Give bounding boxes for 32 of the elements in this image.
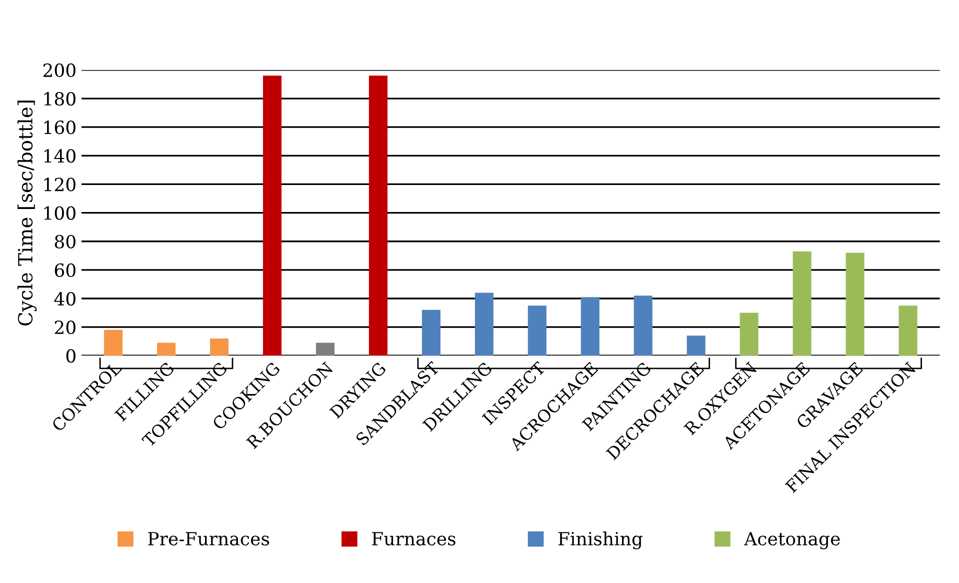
- bar: [898, 306, 918, 356]
- bar: [316, 342, 335, 356]
- bar: [104, 330, 123, 356]
- bar: [792, 251, 812, 356]
- y-tick-label: 40: [54, 292, 76, 306]
- legend-label: Pre-Furnaces: [148, 532, 270, 546]
- legend-label: Finishing: [558, 532, 642, 550]
- bar: [686, 336, 706, 356]
- y-tick-label: 180: [44, 92, 76, 106]
- bar: [846, 252, 864, 356]
- legend-label: Acetonage: [744, 532, 840, 550]
- bar: [422, 310, 440, 356]
- bar: [474, 292, 494, 356]
- y-tick-label: 100: [44, 206, 76, 220]
- y-tick-label: 160: [44, 120, 76, 134]
- y-tick-label: 80: [54, 234, 76, 248]
- y-tick-label: 200: [43, 63, 76, 78]
- y-tick-label: 0: [66, 349, 76, 363]
- bar: [368, 76, 388, 356]
- bar: [740, 312, 758, 356]
- bar: [262, 76, 282, 356]
- y-tick-label: 140: [44, 149, 76, 163]
- y-axis-title: Cycle Time [sec/bottle]: [18, 100, 37, 326]
- bar: [528, 306, 546, 356]
- y-tick-label: 60: [54, 263, 76, 278]
- legend-label: Furnaces: [372, 532, 456, 546]
- bar: [634, 296, 652, 356]
- bar: [210, 338, 229, 356]
- y-tick-label: 20: [54, 320, 76, 334]
- y-tick-label: 120: [44, 178, 76, 192]
- bar: [580, 297, 600, 356]
- bar: [157, 342, 176, 356]
